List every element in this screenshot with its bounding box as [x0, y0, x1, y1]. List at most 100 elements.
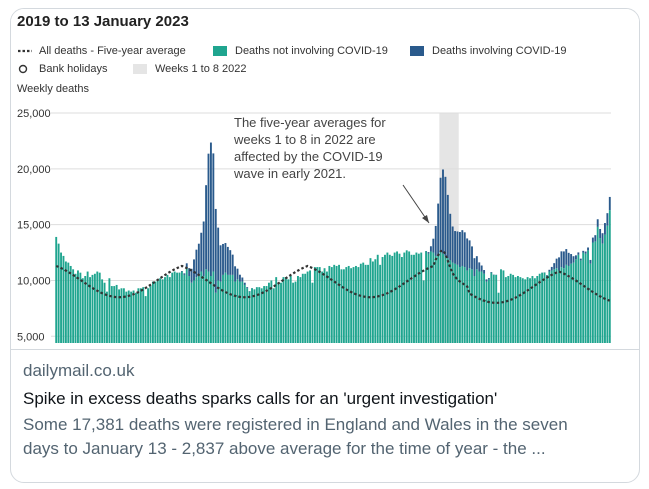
- link-preview-card[interactable]: 2019 to 13 January 2023 All deaths - Fiv…: [10, 8, 640, 483]
- bar-covid: [224, 243, 227, 273]
- bar-not-covid: [570, 263, 573, 343]
- bar-not-covid: [229, 274, 232, 343]
- bar-not-covid: [159, 278, 162, 343]
- bar-covid: [222, 243, 224, 275]
- bar-not-covid: [57, 243, 60, 343]
- bar-not-covid: [255, 287, 258, 343]
- bar-not-covid: [272, 288, 275, 343]
- bar-not-covid: [289, 276, 292, 343]
- bar-not-covid: [212, 271, 215, 343]
- bar-not-covid: [318, 267, 321, 343]
- bar-not-covid: [468, 268, 471, 343]
- bar-not-covid: [413, 254, 415, 343]
- bar-not-covid: [594, 241, 597, 343]
- bar-not-covid: [311, 282, 314, 343]
- bar-not-covid: [606, 225, 609, 343]
- bar-not-covid: [456, 264, 459, 343]
- bar-not-covid: [246, 288, 249, 343]
- bar-not-covid: [110, 286, 113, 343]
- bar-covid: [188, 268, 191, 277]
- bar-not-covid: [391, 255, 394, 343]
- bar-covid: [461, 230, 464, 266]
- bar-not-covid: [113, 286, 116, 343]
- bar-not-covid: [151, 281, 154, 343]
- bar-not-covid: [509, 273, 512, 343]
- bar-covid: [572, 256, 575, 263]
- bar-covid: [550, 266, 553, 271]
- bar-not-covid: [294, 281, 297, 343]
- bar-covid: [483, 270, 486, 274]
- bar-not-covid: [471, 269, 473, 343]
- bar-not-covid: [604, 234, 606, 343]
- bar-covid: [205, 185, 208, 270]
- annotation-text: affected by the COVID-19: [234, 149, 383, 164]
- bar-not-covid: [98, 272, 101, 343]
- bar-not-covid: [166, 274, 169, 343]
- y-tick-label: 20,000: [17, 164, 51, 176]
- bar-not-covid: [161, 279, 164, 343]
- bar-not-covid: [120, 288, 123, 343]
- bar-not-covid: [243, 284, 246, 343]
- article-headline[interactable]: Spike in excess deaths sparks calls for …: [23, 389, 498, 408]
- annotation-text: weeks 1 to 8 in 2022 are: [233, 132, 376, 147]
- bar-not-covid: [91, 274, 94, 343]
- bar-not-covid: [425, 251, 428, 343]
- bar-not-covid: [355, 265, 357, 343]
- bar-not-covid: [519, 277, 522, 343]
- bar-not-covid: [144, 296, 147, 343]
- bar-not-covid: [352, 267, 355, 343]
- bar-covid: [604, 223, 606, 235]
- bar-not-covid: [178, 272, 181, 343]
- y-tick-label: 10,000: [17, 275, 51, 287]
- bar-not-covid: [550, 270, 553, 343]
- bar-not-covid: [156, 279, 159, 343]
- bar-not-covid: [183, 274, 186, 343]
- description-line: Some 17,381 deaths were registered in En…: [23, 415, 568, 434]
- bar-covid: [437, 203, 440, 256]
- bar-not-covid: [197, 276, 200, 343]
- bar-not-covid: [265, 286, 268, 343]
- bar-not-covid: [384, 254, 386, 343]
- bar-not-covid: [280, 282, 282, 343]
- bar-not-covid: [222, 274, 224, 343]
- bar-not-covid: [306, 271, 309, 343]
- bar-not-covid: [463, 267, 466, 343]
- bar-not-covid: [335, 265, 338, 343]
- legend-average: All deaths - Five-year average: [17, 45, 186, 57]
- teal-swatch-icon: [213, 46, 227, 56]
- bar-covid: [185, 263, 188, 268]
- bar-not-covid: [596, 226, 599, 343]
- bar-not-covid: [439, 251, 442, 343]
- bar-covid: [236, 268, 239, 280]
- bar-not-covid: [154, 281, 157, 343]
- bar-not-covid: [176, 272, 179, 343]
- bar-not-covid: [89, 277, 91, 343]
- chart-title: 2019 to 13 January 2023: [17, 13, 189, 30]
- bar-covid: [480, 265, 483, 272]
- bar-not-covid: [538, 273, 541, 343]
- bar-not-covid: [248, 291, 251, 343]
- bar-not-covid: [500, 269, 502, 343]
- bar-not-covid: [234, 281, 237, 343]
- bar-not-covid: [263, 286, 266, 343]
- bar-not-covid: [171, 272, 174, 343]
- bar-not-covid: [200, 271, 203, 343]
- bar-covid: [246, 287, 249, 289]
- bar-covid: [429, 246, 432, 252]
- bar-not-covid: [292, 282, 295, 343]
- bar-not-covid: [330, 267, 333, 343]
- bar-not-covid: [340, 269, 343, 343]
- bar-not-covid: [236, 279, 239, 343]
- bar-not-covid: [127, 290, 130, 343]
- bar-not-covid: [62, 255, 65, 343]
- bar-not-covid: [403, 252, 406, 343]
- bar-not-covid: [376, 254, 379, 343]
- bar-covid: [608, 196, 611, 211]
- bar-covid: [579, 258, 582, 261]
- bar-not-covid: [173, 271, 176, 343]
- bar-covid: [594, 235, 597, 242]
- bar-covid: [229, 250, 232, 275]
- bar-not-covid: [125, 291, 128, 343]
- bar-covid: [466, 238, 469, 271]
- bar-not-covid: [226, 274, 229, 343]
